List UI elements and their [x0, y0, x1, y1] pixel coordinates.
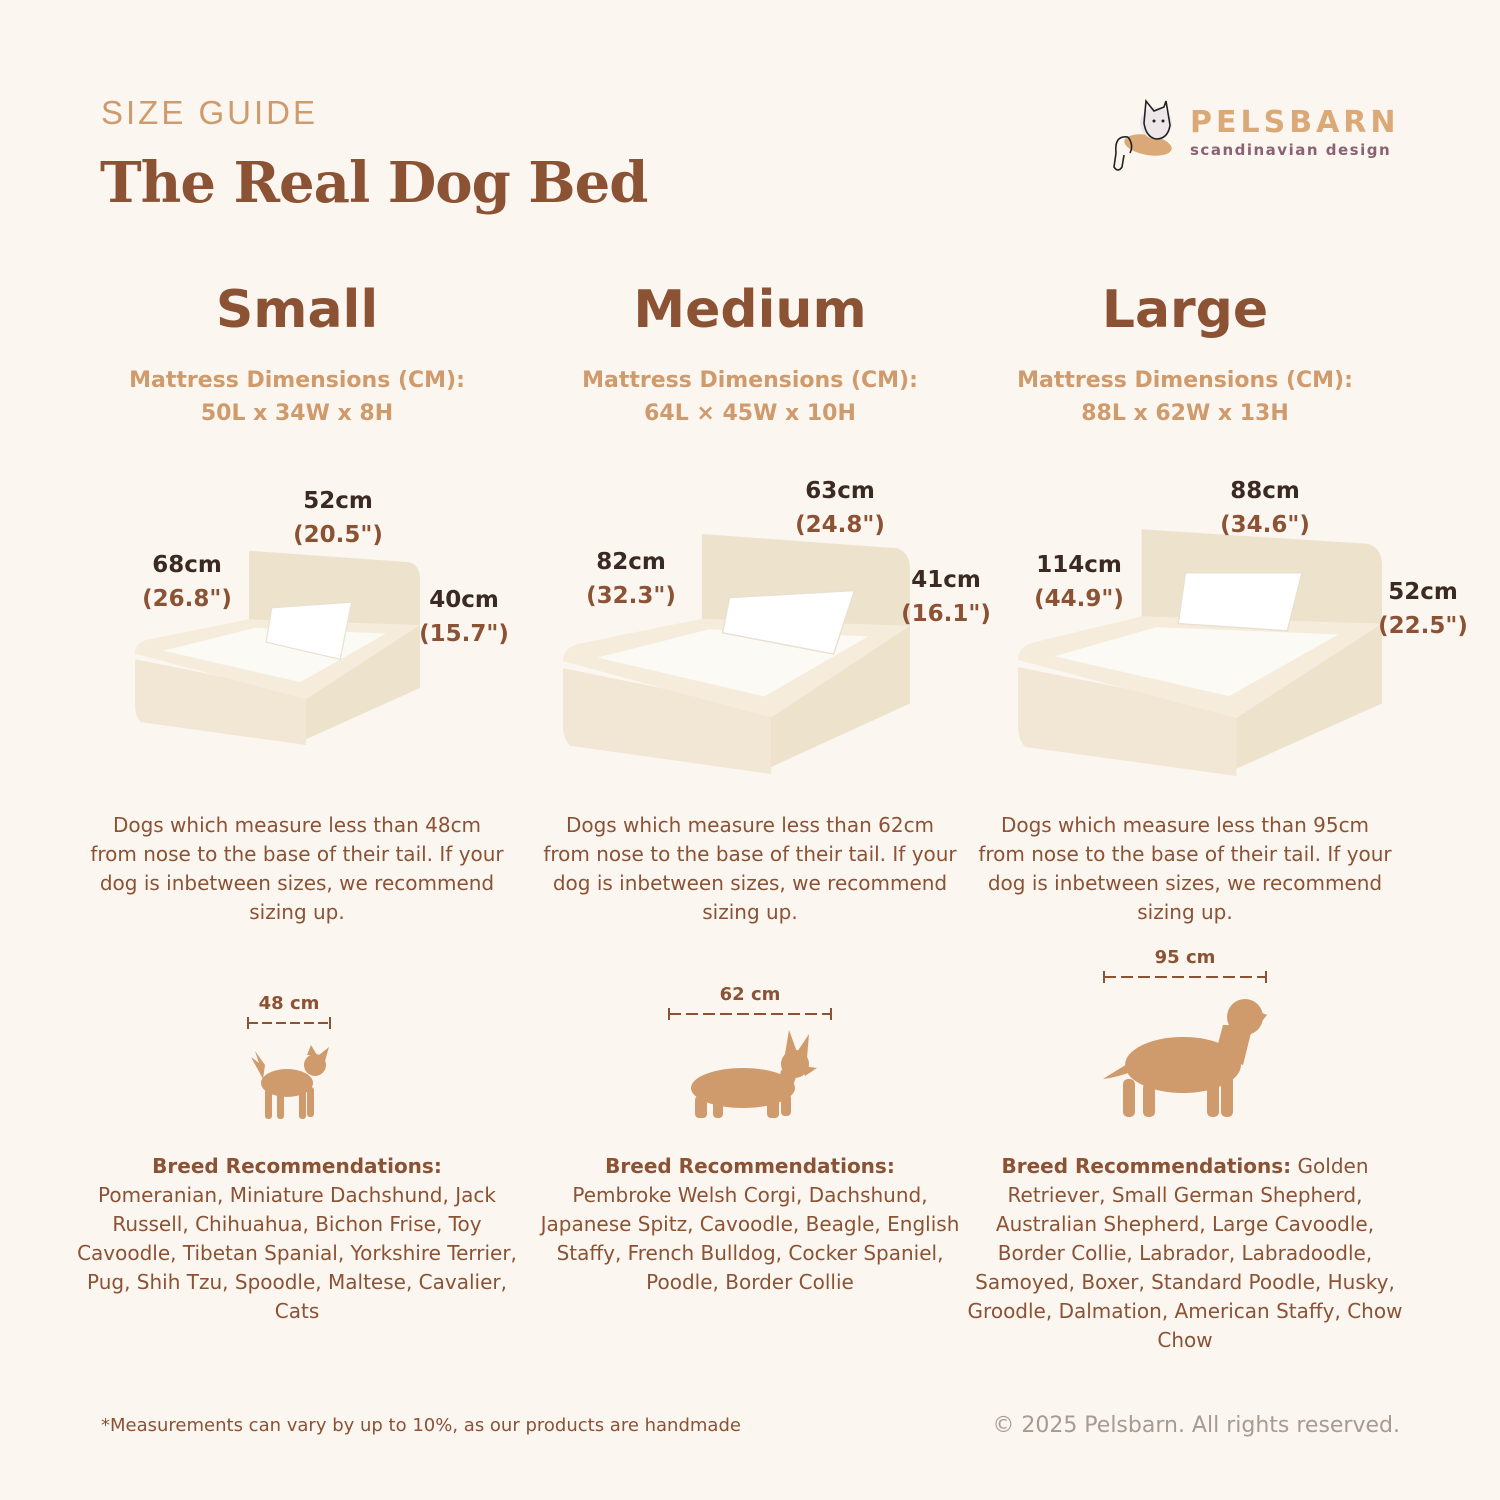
corgi-silhouette-icon [691, 1030, 817, 1118]
dim-width: 63cm (24.8") [780, 474, 900, 542]
dims-value: 50L x 34W x 8H [200, 401, 394, 426]
dim-height: 52cm (22.5") [1363, 575, 1483, 643]
brand-name: PELSBARN [1190, 105, 1400, 140]
dims-value: 64L × 45W x 10H [644, 401, 856, 426]
dim-in: (34.6") [1220, 512, 1310, 538]
dims-label: Mattress Dimensions (CM): [129, 368, 465, 393]
size-description: Dogs which measure less than 62cm from n… [543, 813, 957, 924]
logo: PELSBARN scandinavian design [1108, 95, 1408, 177]
breeds-label: Breed Recommendations: [152, 1154, 442, 1178]
dims-label: Mattress Dimensions (CM): [582, 368, 918, 393]
breeds-list: Golden Retriever, Small German Shepherd,… [967, 1154, 1403, 1352]
dims-value: 88L x 62W x 13H [1081, 401, 1289, 426]
dim-length: 114cm (44.9") [1019, 548, 1139, 616]
page-title: The Real Dog Bed [100, 150, 648, 216]
dim-cm: 114cm [1036, 552, 1122, 578]
ruler-icon [247, 1017, 331, 1029]
brand-tagline: scandinavian design [1190, 141, 1392, 159]
dim-in: (15.7") [419, 621, 509, 647]
breed-recommendations: Breed Recommendations: Golden Retriever,… [965, 1152, 1405, 1355]
dim-height: 40cm (15.7") [404, 583, 524, 651]
dim-length: 82cm (32.3") [571, 545, 691, 613]
size-column-small: Small Mattress Dimensions (CM): 50L x 34W… [77, 0, 517, 1500]
eyebrow: SIZE GUIDE [101, 94, 319, 131]
copyright: © 2025 Pelsbarn. All rights reserved. [992, 1413, 1400, 1438]
breeds-label: Breed Recommendations: [1001, 1154, 1292, 1178]
mattress-dimensions: Mattress Dimensions (CM): 88L x 62W x 13H [965, 364, 1405, 430]
breeds-list: Pomeranian, Miniature Dachshund, Jack Ru… [77, 1183, 517, 1323]
chihuahua-silhouette-icon [251, 1045, 329, 1119]
size-column-medium: Medium Mattress Dimensions (CM): 64L × 45… [530, 0, 991, 1500]
breeds-label: Breed Recommendations: [605, 1154, 895, 1178]
dim-cm: 63cm [805, 478, 875, 504]
dim-in: (20.5") [293, 522, 383, 548]
dim-cm: 82cm [596, 549, 666, 575]
dim-in: (16.1") [901, 601, 991, 627]
dim-in: (26.8") [142, 586, 232, 612]
measurement-note: *Measurements can vary by up to 10%, as … [101, 1415, 741, 1436]
ruler-label: 95 cm [1154, 947, 1216, 968]
dim-width: 88cm (34.6") [1205, 474, 1325, 542]
length-ruler: 62 cm [668, 984, 832, 1024]
dim-in: (24.8") [795, 512, 885, 538]
dog-bed-image [135, 550, 420, 745]
dim-in: (44.9") [1034, 586, 1124, 612]
golden-retriever-silhouette-icon [1103, 999, 1267, 1117]
dim-cm: 52cm [303, 488, 373, 514]
dog-bed-image [563, 534, 910, 774]
dim-cm: 41cm [911, 567, 981, 593]
dim-height: 41cm (16.1") [886, 563, 1006, 631]
dims-label: Mattress Dimensions (CM): [1017, 368, 1353, 393]
ruler-icon [1103, 971, 1267, 983]
dim-cm: 88cm [1230, 478, 1300, 504]
size-name: Medium [633, 280, 867, 340]
dim-in: (22.5") [1378, 613, 1468, 639]
size-name: Small [215, 280, 379, 340]
size-description: Dogs which measure less than 48cm from n… [90, 813, 504, 924]
breed-recommendations: Breed Recommendations: Pomeranian, Miniat… [77, 1152, 517, 1326]
ruler-label: 62 cm [719, 984, 781, 1005]
length-ruler: 95 cm [1103, 947, 1267, 987]
breed-recommendations: Breed Recommendations: Pembroke Welsh Cor… [530, 1152, 970, 1297]
dim-cm: 40cm [429, 587, 499, 613]
breeds-list: Pembroke Welsh Corgi, Dachshund, Japanes… [540, 1183, 960, 1294]
dim-in: (32.3") [586, 583, 676, 609]
size-column-large: Large Mattress Dimensions (CM): 88L x 62W… [965, 0, 1468, 1500]
dim-cm: 52cm [1388, 579, 1458, 605]
ruler-label: 48 cm [258, 993, 320, 1014]
size-description: Dogs which measure less than 95cm from n… [978, 813, 1392, 924]
dog-bed-image [1018, 529, 1382, 776]
dim-length: 68cm (26.8") [127, 548, 247, 616]
size-name: Large [1101, 280, 1269, 340]
length-ruler: 48 cm [247, 993, 331, 1033]
dim-width: 52cm (20.5") [278, 484, 398, 552]
mattress-dimensions: Mattress Dimensions (CM): 50L x 34W x 8H [77, 364, 517, 430]
dim-cm: 68cm [152, 552, 222, 578]
cat-dog-logo-icon [1113, 98, 1172, 171]
ruler-icon [668, 1008, 832, 1020]
mattress-dimensions: Mattress Dimensions (CM): 64L × 45W x 10H [530, 364, 970, 430]
